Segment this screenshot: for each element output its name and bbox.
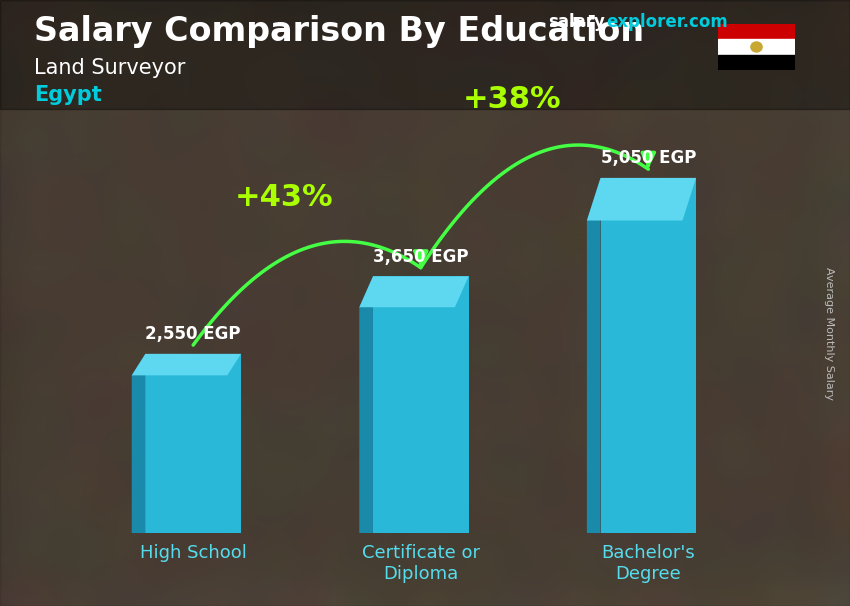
Bar bbox=[145, 354, 241, 533]
Bar bbox=[718, 24, 795, 39]
Text: +43%: +43% bbox=[235, 184, 333, 212]
Text: Land Surveyor: Land Surveyor bbox=[34, 58, 185, 78]
Polygon shape bbox=[586, 178, 696, 221]
Bar bbox=[718, 39, 795, 55]
Polygon shape bbox=[360, 276, 373, 533]
Bar bbox=[601, 178, 696, 533]
Text: 2,550 EGP: 2,550 EGP bbox=[145, 325, 241, 343]
Text: 3,650 EGP: 3,650 EGP bbox=[373, 247, 468, 265]
Bar bbox=[373, 276, 468, 533]
Polygon shape bbox=[132, 354, 145, 533]
Text: Average Monthly Salary: Average Monthly Salary bbox=[824, 267, 834, 400]
Text: Egypt: Egypt bbox=[34, 85, 102, 105]
Text: Salary Comparison By Education: Salary Comparison By Education bbox=[34, 15, 644, 48]
Polygon shape bbox=[360, 276, 468, 307]
Text: salary: salary bbox=[548, 13, 605, 32]
Text: 5,050 EGP: 5,050 EGP bbox=[601, 149, 696, 167]
Circle shape bbox=[751, 42, 762, 52]
Text: +38%: +38% bbox=[462, 85, 561, 114]
Bar bbox=[0, 0, 850, 109]
Polygon shape bbox=[586, 178, 601, 533]
Polygon shape bbox=[132, 354, 241, 375]
Text: explorer.com: explorer.com bbox=[606, 13, 728, 32]
Bar bbox=[718, 55, 795, 70]
